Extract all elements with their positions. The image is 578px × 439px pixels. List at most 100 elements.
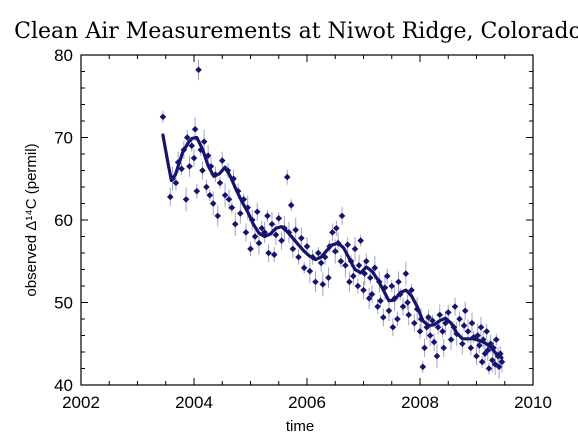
data-point	[172, 179, 180, 187]
data-point	[478, 358, 486, 366]
data-point	[312, 278, 319, 286]
data-point	[476, 342, 483, 349]
data-point	[240, 196, 248, 203]
data-point	[470, 333, 477, 341]
data-point	[489, 356, 496, 364]
data-point	[388, 282, 396, 290]
data-point	[191, 125, 199, 133]
data-point	[195, 66, 202, 74]
data-point	[261, 229, 268, 236]
x-tick-label: 2010	[514, 393, 552, 412]
data-point	[247, 245, 254, 253]
data-point	[333, 224, 340, 232]
data-point	[430, 338, 438, 346]
y-axis-label: observed Δ¹⁴C (permil)	[23, 143, 40, 296]
data-point	[169, 175, 176, 183]
data-point	[199, 167, 206, 174]
data-point	[442, 319, 449, 327]
data-point	[214, 212, 222, 220]
data-point	[325, 274, 332, 282]
y-axis: 40 50 60 70 80	[54, 46, 533, 395]
data-point	[371, 264, 379, 272]
data-point	[479, 336, 487, 343]
data-point	[230, 175, 237, 183]
data-point	[394, 315, 401, 323]
data-point	[423, 323, 431, 331]
data-point	[396, 290, 404, 298]
data-point	[483, 328, 490, 335]
data-point	[264, 212, 271, 220]
data-point	[485, 365, 493, 372]
data-point	[385, 307, 393, 315]
data-point	[491, 361, 499, 368]
data-point	[295, 253, 302, 261]
data-point	[433, 352, 441, 360]
data-point	[363, 257, 370, 265]
chart-title: Clean Air Measurements at Niwot Ridge, C…	[14, 19, 578, 44]
plot-frame	[80, 54, 534, 386]
data-point	[207, 163, 215, 170]
data-point	[334, 239, 342, 247]
data-point	[426, 332, 434, 339]
data-point	[283, 173, 291, 181]
data-point	[434, 323, 442, 331]
plot-area	[80, 54, 534, 386]
data-point	[402, 270, 410, 277]
data-point	[374, 303, 381, 310]
data-point	[459, 340, 466, 348]
data-point	[354, 282, 362, 290]
data-point	[350, 272, 357, 280]
data-point	[429, 317, 436, 324]
data-point	[253, 208, 261, 216]
data-point	[383, 272, 391, 280]
x-axis-label: time	[286, 418, 314, 435]
data-point	[265, 249, 272, 257]
data-point	[218, 157, 226, 164]
data-point	[186, 163, 193, 170]
data-point	[357, 237, 364, 244]
x-tick-label: 2002	[62, 393, 100, 412]
data-point	[188, 142, 196, 150]
data-point	[419, 363, 427, 371]
data-point	[366, 274, 374, 282]
data-point	[331, 248, 339, 255]
data-point	[272, 231, 280, 239]
data-point	[464, 328, 472, 335]
data-point	[224, 167, 232, 174]
data-point	[287, 201, 295, 209]
data-point	[228, 204, 236, 211]
error-bars	[162, 59, 503, 379]
data-point	[258, 224, 266, 232]
data-point	[456, 315, 463, 323]
data-point	[439, 328, 446, 335]
data-point	[492, 336, 500, 343]
data-point	[298, 234, 305, 242]
data-point	[474, 332, 481, 339]
x-tick-label: 2004	[175, 393, 213, 412]
data-point	[178, 165, 185, 173]
data-point	[306, 267, 314, 275]
data-point	[381, 284, 389, 291]
data-point	[212, 171, 219, 178]
data-point	[395, 278, 402, 286]
data-point	[450, 323, 458, 331]
data-point	[197, 146, 205, 154]
y-tick-label: 80	[54, 46, 73, 65]
data-point	[379, 314, 387, 321]
data-point	[209, 200, 217, 207]
data-point	[436, 311, 444, 319]
data-point	[460, 322, 468, 329]
data-point	[498, 358, 506, 366]
data-point	[421, 344, 428, 352]
data-point	[159, 113, 167, 121]
data-point	[317, 259, 325, 267]
data-point	[319, 281, 327, 288]
data-point	[300, 264, 308, 272]
data-point	[303, 243, 311, 250]
data-point	[399, 303, 407, 310]
data-point	[248, 216, 256, 224]
x-axis: 2002 2004 2006 2008 2010	[62, 55, 552, 412]
data-points	[159, 66, 506, 372]
data-point	[206, 191, 214, 199]
data-point	[329, 229, 336, 236]
